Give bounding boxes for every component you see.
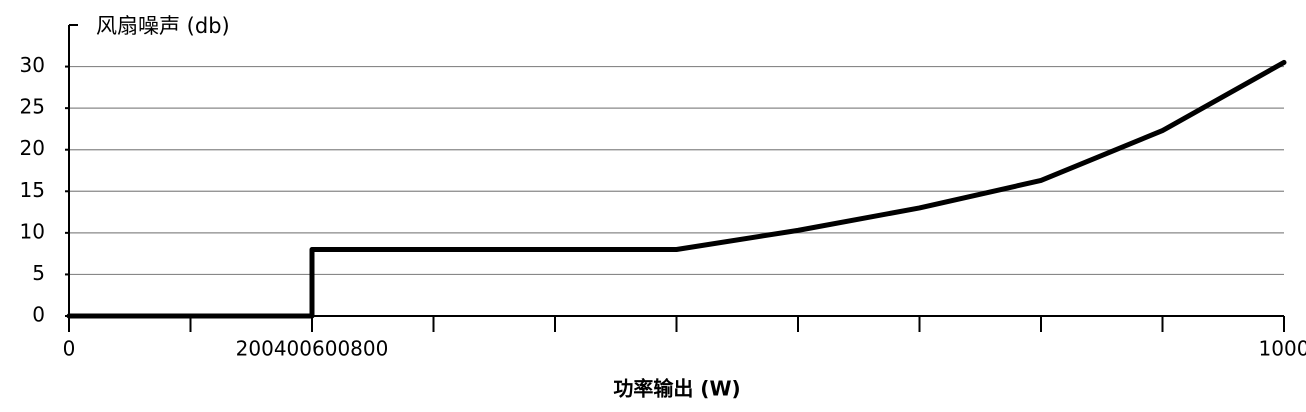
y-tick-label: 20: [20, 136, 45, 160]
y-tick-label: 25: [20, 95, 45, 119]
y-axis-title: 风扇噪声 (db): [96, 14, 230, 38]
y-tick-label: 15: [20, 178, 45, 202]
x-tick-label: 1000: [1259, 337, 1306, 361]
data-line: [66, 59, 1287, 319]
x-tick-label: 200400600800: [236, 337, 389, 361]
y-tick-label: 5: [32, 261, 45, 285]
y-tick-label: 0: [32, 303, 45, 327]
y-tick-label: 30: [20, 53, 45, 77]
x-axis-title: 功率输出 (W): [613, 377, 740, 401]
x-tick-label: 0: [63, 337, 76, 361]
y-tick-label: 10: [20, 219, 45, 243]
